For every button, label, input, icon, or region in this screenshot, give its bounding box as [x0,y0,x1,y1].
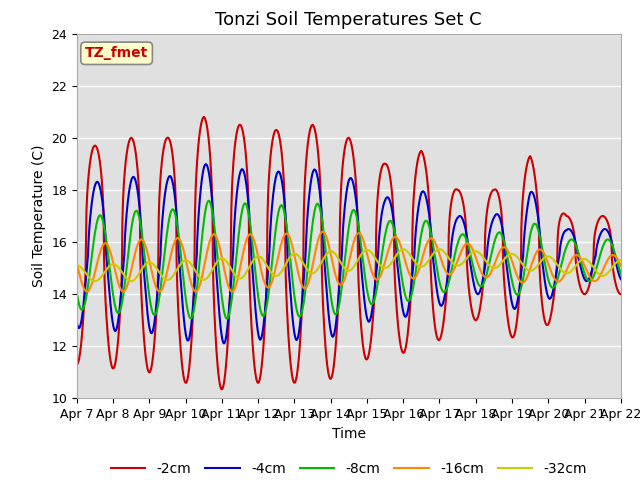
-8cm [617,271,625,276]
-2cm [617,291,625,297]
-32cm [436,246,444,252]
-8cm [189,312,196,317]
-32cm [73,263,81,268]
-32cm [276,270,284,276]
-8cm [223,316,230,322]
-16cm [228,288,236,294]
-16cm [104,243,112,249]
-32cm [91,278,99,284]
-4cm [73,320,81,325]
-32cm [104,264,112,270]
-4cm [104,272,112,278]
-16cm [617,263,625,268]
Line: -16cm: -16cm [77,232,621,291]
-2cm [296,349,303,355]
-32cm [445,255,452,261]
Line: -32cm: -32cm [77,249,621,281]
-4cm [298,299,306,304]
Y-axis label: Soil Temperature (C): Soil Temperature (C) [31,145,45,287]
Line: -2cm: -2cm [77,117,621,389]
-8cm [298,308,306,314]
-4cm [189,304,196,310]
-8cm [296,314,303,320]
-8cm [73,290,81,296]
-32cm [295,254,303,260]
-2cm [218,386,225,392]
Line: -4cm: -4cm [77,164,621,343]
-2cm [189,311,196,317]
-16cm [298,282,306,288]
-8cm [277,203,285,208]
Title: Tonzi Soil Temperatures Set C: Tonzi Soil Temperatures Set C [216,11,482,29]
-4cm [277,174,285,180]
-2cm [445,232,452,238]
-2cm [277,144,285,149]
-4cm [202,161,210,167]
-16cm [276,243,284,249]
-32cm [298,258,306,264]
-16cm [295,274,303,279]
Text: TZ_fmet: TZ_fmet [85,46,148,60]
-2cm [200,114,207,120]
-2cm [104,335,112,341]
-16cm [73,261,81,266]
-8cm [205,198,212,204]
Legend: -2cm, -4cm, -8cm, -16cm, -32cm: -2cm, -4cm, -8cm, -16cm, -32cm [105,456,593,480]
-4cm [445,265,452,271]
-16cm [189,286,196,291]
-32cm [617,257,625,263]
-4cm [296,326,303,332]
-16cm [445,272,452,277]
-8cm [104,251,112,256]
-8cm [445,280,452,286]
-2cm [73,361,81,367]
-4cm [220,340,228,346]
-16cm [319,229,326,235]
Line: -8cm: -8cm [77,201,621,319]
X-axis label: Time: Time [332,427,366,441]
-4cm [617,276,625,282]
-32cm [189,264,197,270]
-2cm [298,301,306,307]
